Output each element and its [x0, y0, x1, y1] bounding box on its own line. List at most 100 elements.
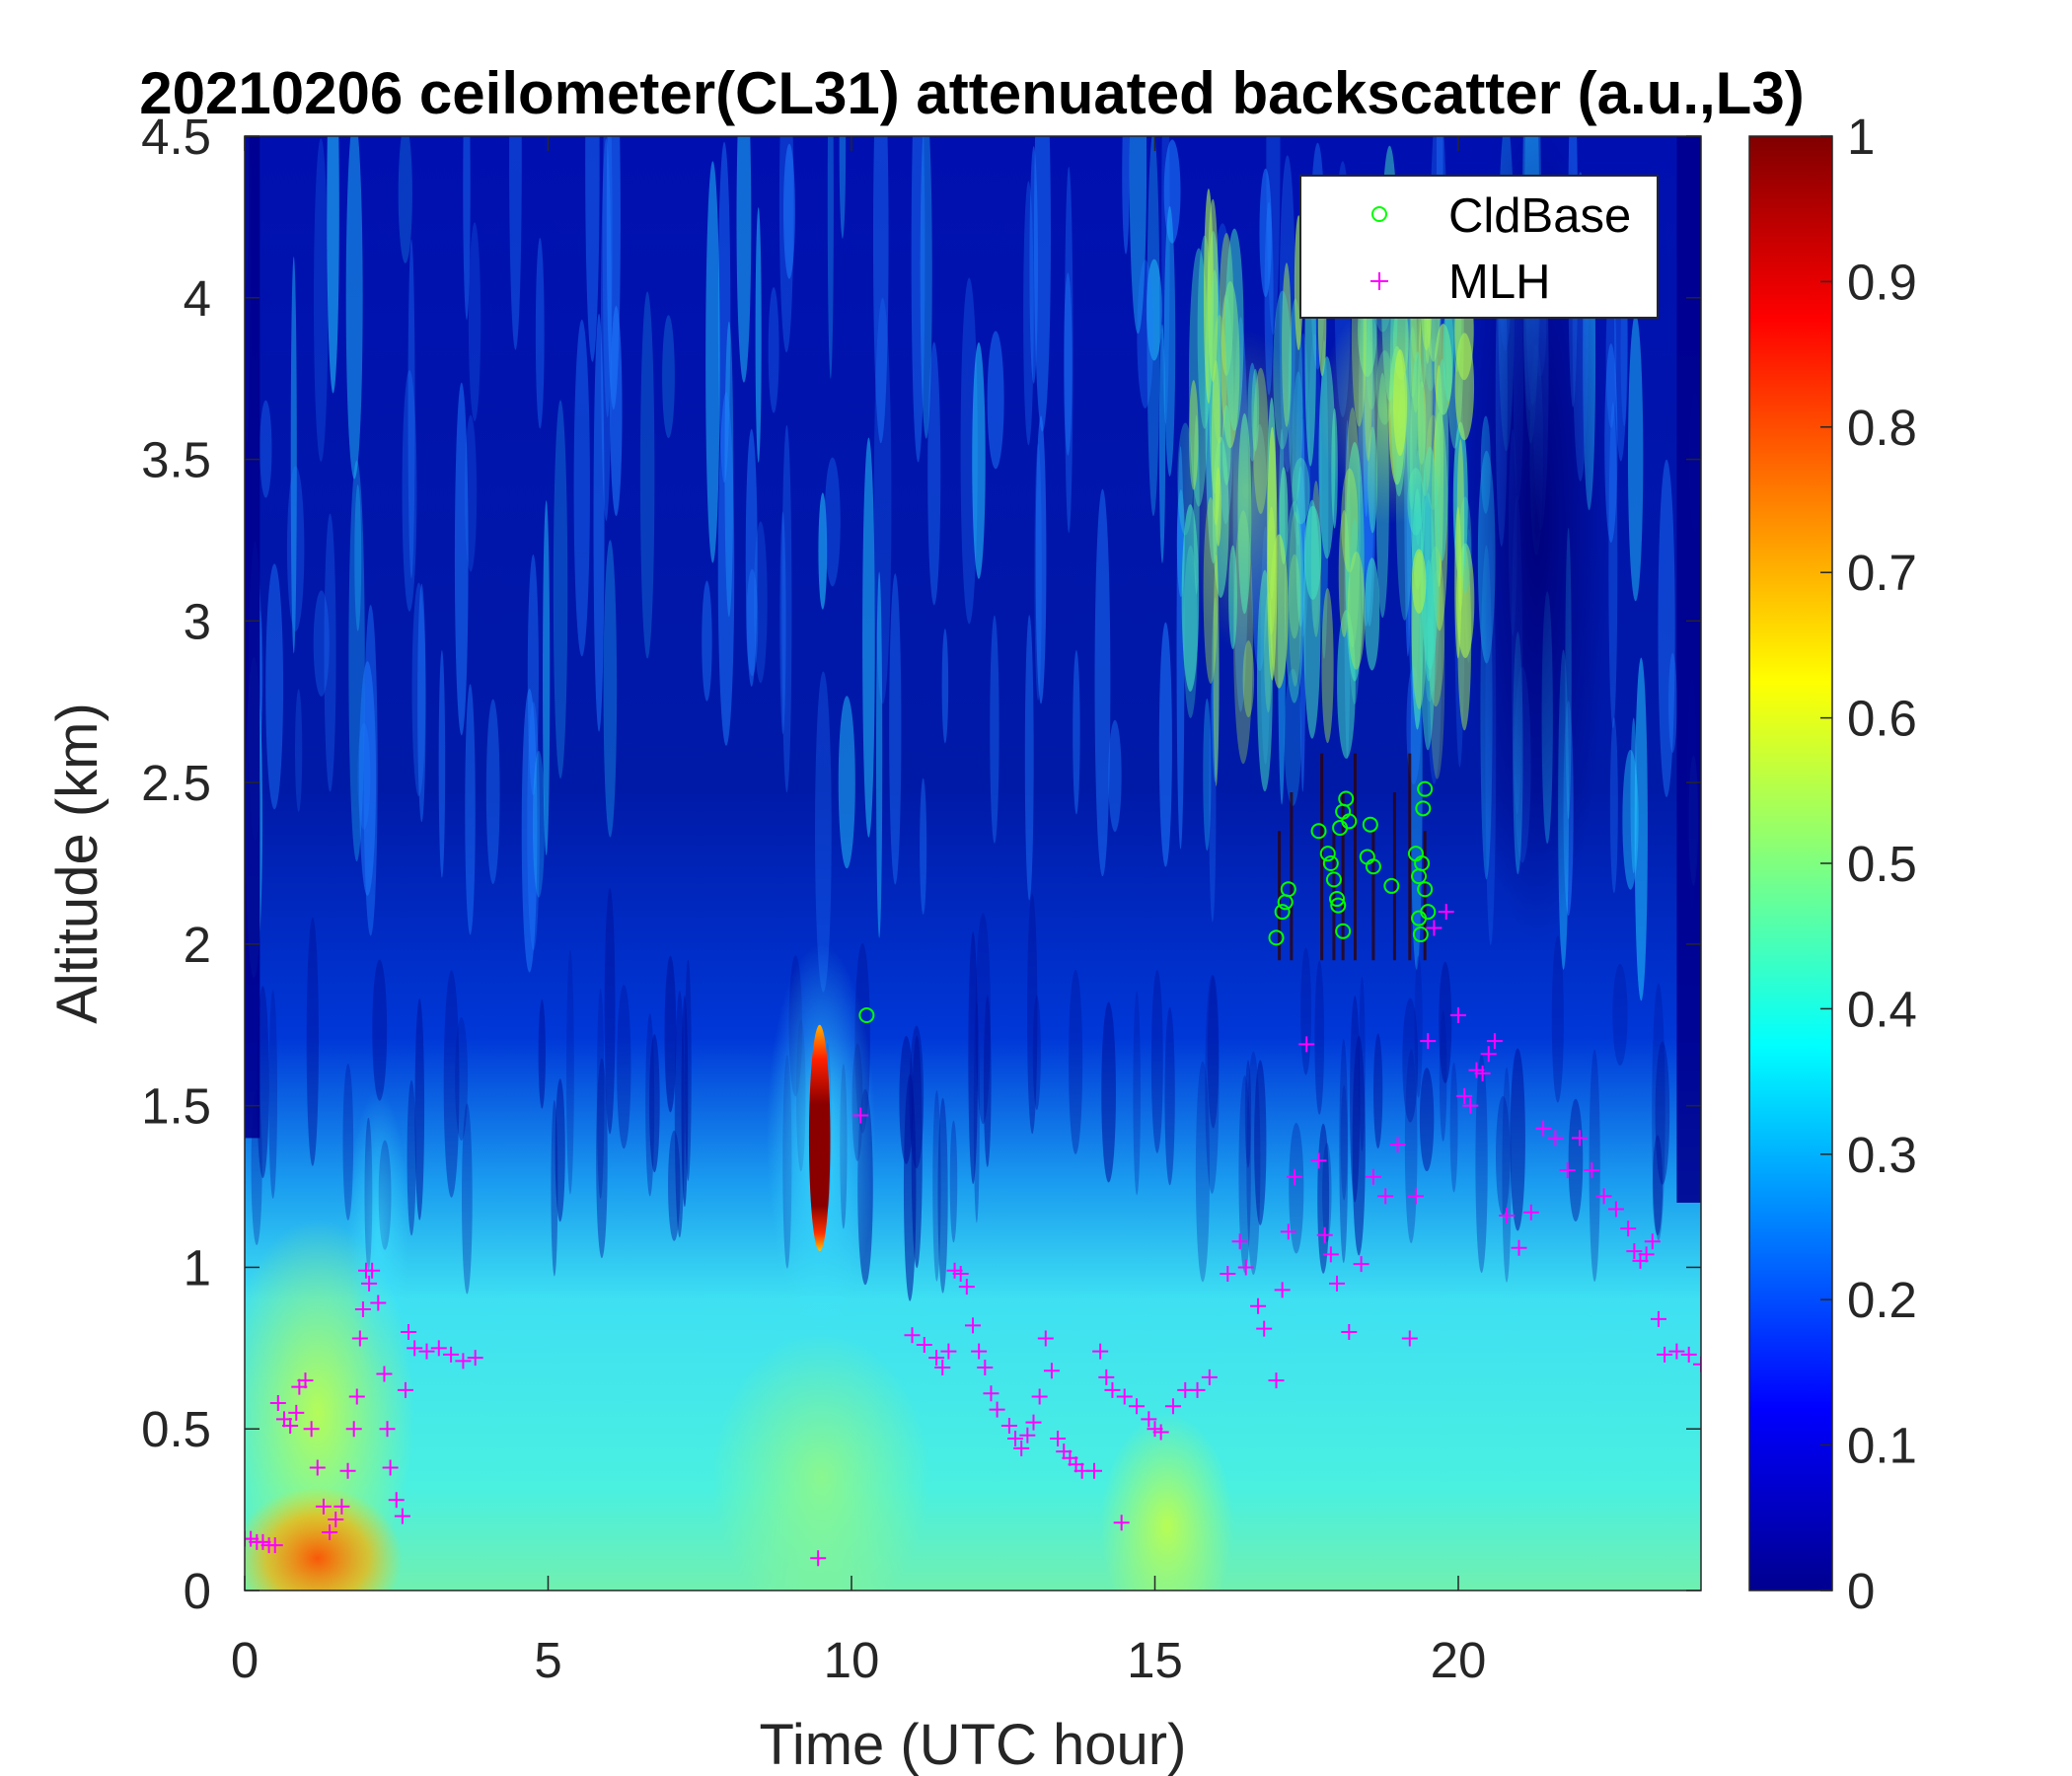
- texture-streak: [1254, 1060, 1267, 1225]
- texture-streak: [306, 918, 319, 1166]
- texture-streak: [1605, 283, 1617, 428]
- texture-streak: [1069, 969, 1083, 1154]
- texture-streak: [1347, 551, 1366, 670]
- texture-streak: [746, 568, 759, 677]
- texture-streak: [553, 400, 568, 778]
- cldbase-point: [1341, 813, 1358, 830]
- mlh-point: [928, 1350, 945, 1367]
- mlh-point: [309, 1459, 326, 1476]
- mlh-point: [1638, 1246, 1655, 1263]
- texture-streak: [1094, 488, 1111, 877]
- texture-streak: [1340, 1084, 1348, 1201]
- texture-streak: [941, 629, 949, 744]
- texture-streak: [1207, 198, 1219, 383]
- texture-streak: [1163, 206, 1176, 477]
- texture-streak: [1122, 136, 1130, 255]
- mlh-point: [940, 1343, 957, 1360]
- mlh-point: [952, 1266, 969, 1282]
- mlh-point: [1037, 1330, 1054, 1347]
- texture-streak: [949, 1120, 958, 1243]
- texture-streak: [1209, 677, 1217, 923]
- texture-streak: [1027, 893, 1038, 1135]
- texture-streak: [551, 1099, 558, 1277]
- mlh-point: [1129, 1398, 1146, 1415]
- mlh-point: [443, 1346, 460, 1363]
- mlh-point: [1668, 1343, 1685, 1360]
- texture-streak: [873, 297, 892, 704]
- texture-streak: [532, 750, 546, 898]
- texture-streak: [1164, 1006, 1175, 1186]
- texture-streak: [259, 400, 272, 498]
- texture-streak: [1439, 961, 1452, 1083]
- mlh-point: [361, 1275, 378, 1292]
- texture-streak: [1612, 963, 1628, 1066]
- mlh-point: [339, 1462, 356, 1479]
- texture-streak: [407, 239, 415, 579]
- mlh-point: [397, 1381, 413, 1398]
- texture-streak: [313, 138, 329, 463]
- mlh-point: [1438, 904, 1454, 921]
- mlh-point: [297, 1372, 314, 1389]
- texture-streak: [313, 590, 330, 697]
- texture-band: [245, 136, 260, 1139]
- mlh-point: [1450, 1006, 1466, 1023]
- texture-band: [1676, 136, 1701, 1203]
- mlh-point: [1499, 1208, 1516, 1224]
- cldbase-point: [1310, 823, 1327, 840]
- texture-streak: [555, 1078, 565, 1222]
- mlh-point: [1298, 1036, 1315, 1053]
- mlh-point: [1152, 1424, 1169, 1441]
- texture-streak: [596, 989, 605, 1200]
- colorbar-tick-label: 0.4: [1847, 981, 1917, 1037]
- y-tick-label: 2: [184, 917, 211, 973]
- texture-streak: [755, 207, 762, 463]
- texture-streak: [407, 1079, 416, 1236]
- mlh-point: [1268, 1372, 1285, 1389]
- colorbar: 0 0.1 0.2 0.3 0.4 0.5 0.6 0.7 0.8 0.9 1: [1748, 109, 1917, 1619]
- mlh-point: [1456, 1087, 1473, 1104]
- texture-streak: [1364, 557, 1380, 671]
- texture-streak: [1630, 717, 1637, 874]
- mlh-point: [989, 1401, 1005, 1418]
- texture-streak: [372, 959, 388, 1101]
- texture-streak: [778, 136, 794, 353]
- texture-streak: [1242, 640, 1255, 718]
- texture-streak: [779, 511, 786, 735]
- texture-streak: [1510, 1048, 1525, 1231]
- mlh-point: [1486, 1033, 1503, 1050]
- cldbase-point: [1280, 881, 1296, 898]
- mlh-point: [1650, 1310, 1666, 1327]
- x-tick-label: 5: [534, 1632, 561, 1688]
- texture-streak: [838, 696, 855, 869]
- texture-streak: [911, 136, 925, 463]
- mlh-point: [1401, 1330, 1418, 1347]
- mlh-point: [1693, 1356, 1701, 1372]
- legend-box: [1299, 175, 1659, 319]
- mlh-point: [269, 1395, 286, 1412]
- mlh-point: [1092, 1343, 1109, 1360]
- texture-blob: [1100, 1412, 1234, 1591]
- cldbase-point: [1268, 929, 1285, 946]
- x-axis-label: Time (UTC hour): [760, 1713, 1187, 1776]
- mlh-point: [418, 1343, 435, 1360]
- texture-streak: [1551, 935, 1564, 1103]
- mlh-point: [977, 1359, 994, 1375]
- texture-streak: [1424, 616, 1436, 703]
- texture-streak: [920, 136, 932, 439]
- texture-streak: [745, 428, 758, 687]
- colorbar-tick-label: 0.9: [1847, 254, 1917, 310]
- texture-blob: [1179, 330, 1313, 654]
- texture-streak: [1449, 1062, 1458, 1193]
- texture-streak: [705, 161, 720, 563]
- mlh-point: [1220, 1266, 1236, 1282]
- texture-streak: [736, 136, 752, 383]
- texture-streak: [1652, 983, 1665, 1241]
- texture-blob: [347, 1089, 409, 1381]
- texture-streak: [573, 319, 590, 657]
- texture-streak: [702, 580, 712, 702]
- mlh-point: [394, 1508, 410, 1524]
- mlh-point: [1086, 1462, 1102, 1479]
- y-tick-label: 0: [184, 1563, 211, 1619]
- mlh-point: [401, 1323, 417, 1340]
- texture-streak: [1568, 1098, 1584, 1222]
